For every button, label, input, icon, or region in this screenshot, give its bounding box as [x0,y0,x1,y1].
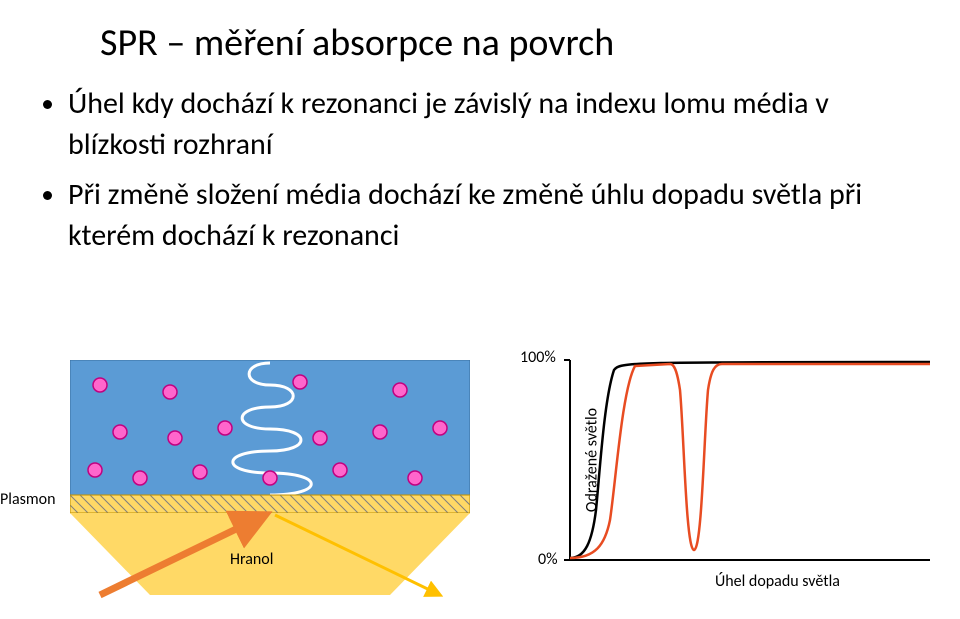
label-plasmon: Plasmon [0,490,55,509]
label-hranol: Hranol [230,550,273,569]
reflectance-chart: 100% 0% Odražené světlo Úhel dopadu svět… [510,340,940,610]
y-axis-label: Odražené světlo [583,408,602,512]
ytick-100: 100% [520,348,556,367]
bullet-list: Úhel kdy dochází k rezonanci je závislý … [40,84,920,256]
x-axis-label: Úhel dopadu světla [715,572,840,591]
bullet-item: Úhel kdy dochází k rezonanci je závislý … [68,84,920,165]
prism-diagram: Plasmon Hranol [70,360,470,600]
chart-svg [510,340,940,600]
ytick-0: 0% [538,550,558,569]
bullet-item: Při změně složení média dochází ke změně… [68,175,920,256]
diagram-area: Plasmon Hranol 100% 0% Odražené světlo Ú… [0,360,960,619]
slide-title: SPR – měření absorpce na povrch [100,20,920,66]
